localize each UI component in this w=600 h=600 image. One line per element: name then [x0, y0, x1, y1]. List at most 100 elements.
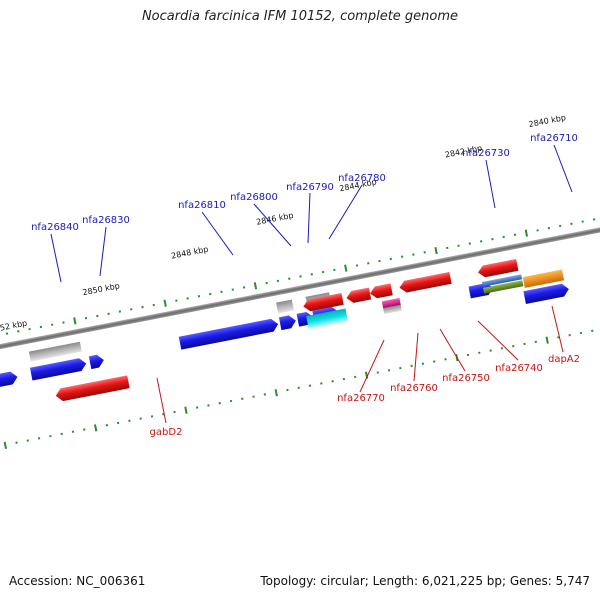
track: 2852 kbp 2850 kbp 2848 kbp 2846 kbp 2844… — [0, 113, 600, 450]
gene-label-dapA2[interactable]: dapA2 — [548, 354, 580, 365]
major-tick — [274, 389, 278, 397]
minor-tick — [263, 393, 267, 396]
gene-box[interactable] — [381, 297, 401, 309]
gene-arrow[interactable] — [477, 259, 519, 278]
minor-tick — [468, 242, 472, 245]
minor-tick — [128, 419, 131, 422]
gene-arrow[interactable] — [398, 271, 452, 294]
minor-tick — [37, 437, 41, 440]
minor-tick — [241, 397, 244, 400]
callout-lines — [50, 144, 573, 424]
minor-tick — [558, 224, 562, 228]
gene-label-nfa26810[interactable]: nfa26810 — [178, 200, 226, 211]
minor-tick — [466, 353, 470, 357]
gene-arrow[interactable] — [302, 292, 344, 312]
minor-tick — [400, 255, 404, 258]
minor-tick — [491, 237, 494, 241]
leader-line — [413, 332, 419, 382]
gene-label-nfa26830[interactable]: nfa26830 — [82, 215, 130, 226]
minor-tick — [310, 273, 313, 276]
gene-arrow[interactable] — [345, 287, 372, 304]
minor-tick — [62, 321, 65, 324]
major-tick — [184, 406, 188, 414]
leader-line — [439, 328, 466, 372]
minor-tick — [579, 331, 583, 335]
genome-summary-text: Topology: circular; Length: 6,021,225 bp… — [260, 574, 590, 588]
minor-tick — [286, 388, 289, 392]
leader-line — [328, 184, 363, 240]
minor-tick — [299, 275, 302, 278]
minor-tick — [523, 342, 526, 346]
minor-tick — [512, 344, 515, 348]
gene-label-nfa26840[interactable]: nfa26840 — [31, 222, 79, 233]
gene-arrow[interactable] — [55, 375, 130, 402]
gene-arrow[interactable] — [178, 318, 280, 350]
gene-arrow[interactable] — [0, 370, 19, 389]
genome-backbone — [0, 202, 600, 372]
gene-label-nfa26770[interactable]: nfa26770 — [337, 393, 385, 404]
gene-label-nfa26790[interactable]: nfa26790 — [286, 182, 334, 193]
gene-label-nfa26780[interactable]: nfa26780 — [338, 173, 386, 184]
minor-tick — [49, 434, 52, 438]
leader-line — [485, 159, 496, 209]
gene-label-nfa26740[interactable]: nfa26740 — [495, 363, 543, 374]
minor-tick — [5, 332, 9, 335]
gene-box[interactable] — [481, 274, 523, 287]
gene-box[interactable] — [28, 341, 82, 362]
gene-arrow[interactable] — [523, 283, 570, 304]
major-tick — [3, 441, 7, 450]
minor-tick — [141, 306, 144, 309]
gene-arrow[interactable] — [369, 283, 393, 299]
minor-tick — [581, 220, 584, 223]
minor-tick — [433, 360, 436, 363]
major-tick — [93, 424, 98, 432]
minor-tick — [15, 441, 18, 444]
gene-label-nfa26730[interactable]: nfa26730 — [462, 148, 510, 159]
gene-box[interactable] — [483, 280, 524, 294]
minor-tick — [71, 430, 75, 433]
minor-tick — [421, 362, 425, 365]
minor-tick — [83, 428, 86, 431]
minor-tick — [297, 386, 300, 390]
minor-tick — [489, 349, 492, 352]
minor-tick — [367, 262, 370, 265]
gene-arrow[interactable] — [468, 282, 495, 299]
minor-tick — [107, 312, 110, 315]
minor-tick — [591, 329, 594, 332]
minor-tick — [175, 299, 178, 302]
minor-tick — [116, 421, 120, 425]
minor-tick — [252, 395, 255, 398]
bottom-gene-labels: gabD2 nfa26770 nfa26760 nfa26750 nfa2674… — [150, 354, 580, 438]
minor-tick — [320, 382, 323, 385]
major-tick — [253, 282, 258, 290]
gene-label-nfa26800[interactable]: nfa26800 — [230, 192, 278, 203]
gene-label-gabD2[interactable]: gabD2 — [150, 427, 183, 438]
minor-tick — [220, 290, 223, 294]
gene-arrow[interactable] — [29, 357, 87, 381]
minor-tick — [342, 377, 346, 381]
minor-tick — [276, 279, 280, 283]
minor-tick — [513, 233, 517, 236]
leader-line — [201, 211, 234, 256]
minor-tick — [84, 316, 88, 320]
gene-label-nfa26760[interactable]: nfa26760 — [390, 383, 438, 394]
minor-tick — [410, 364, 413, 368]
gene-arrow[interactable] — [278, 314, 297, 331]
gene-label-nfa26750[interactable]: nfa26750 — [442, 373, 490, 384]
minor-tick — [534, 340, 537, 343]
page-title: Nocardia farcinica IFM 10152, complete g… — [141, 9, 459, 24]
minor-tick — [502, 235, 505, 239]
minor-tick — [186, 297, 189, 300]
leader-line — [551, 305, 564, 353]
minor-tick — [150, 415, 154, 418]
minor-tick — [308, 384, 312, 387]
gene-box[interactable] — [522, 269, 565, 288]
gene-box[interactable] — [306, 308, 348, 329]
minor-tick — [389, 257, 393, 261]
gene-label-nfa26710[interactable]: nfa26710 — [530, 133, 578, 144]
leader-line — [553, 144, 573, 193]
minor-tick — [28, 327, 31, 331]
gene-box[interactable] — [383, 304, 402, 315]
gene-box[interactable] — [276, 299, 294, 314]
gene-arrow[interactable] — [88, 354, 105, 370]
